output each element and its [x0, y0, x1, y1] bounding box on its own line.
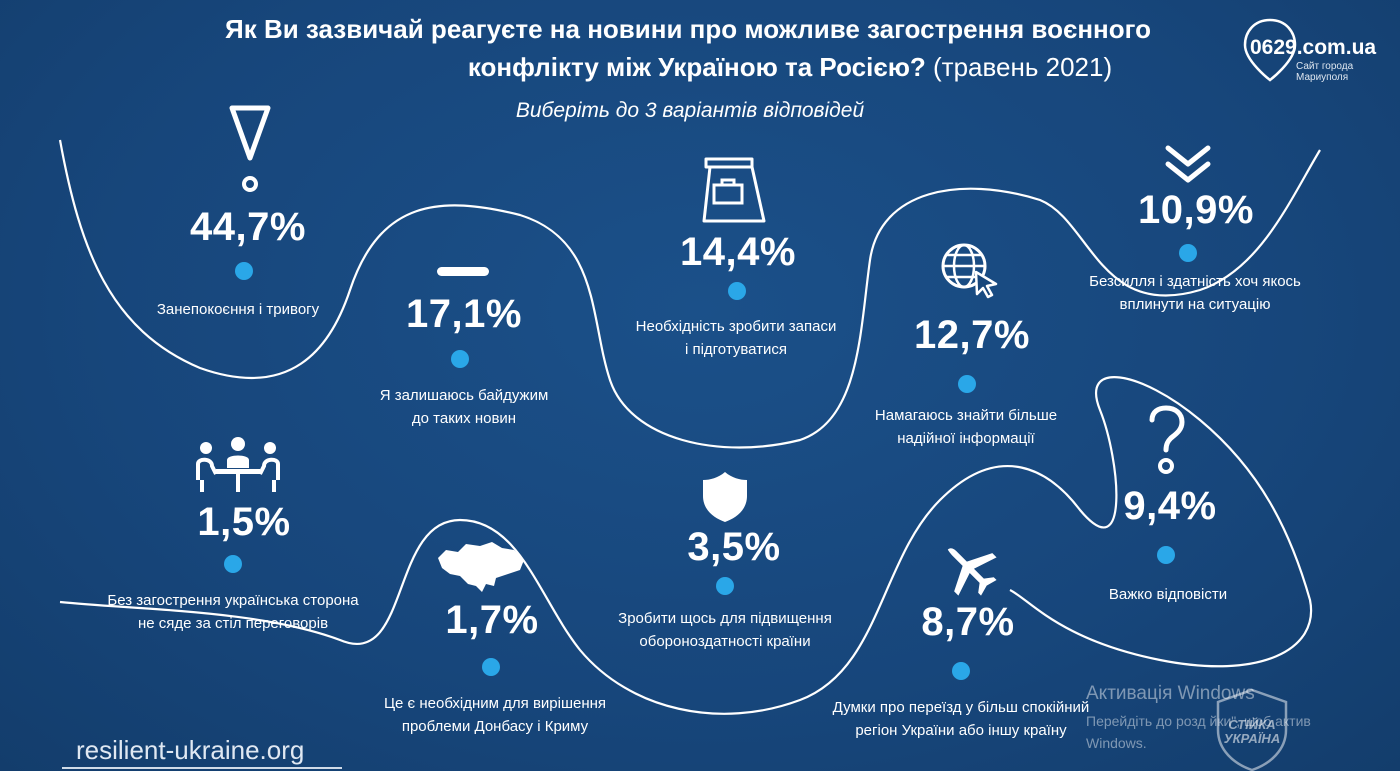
globe-cursor-icon	[940, 242, 1000, 300]
logo-location-pin-icon	[1243, 18, 1297, 82]
windows-activation-line-1: Перейдіть до розд йки", щоб актив	[1086, 713, 1311, 729]
item-8-label: Думки про переїзд у більш спокійний регі…	[816, 696, 1106, 742]
item-4-marker-dot	[1179, 244, 1197, 262]
item-1-marker-dot	[451, 350, 469, 368]
item-5-label-line-1: Без загострення українська сторона	[107, 592, 359, 609]
item-2-value: 14,4%	[680, 230, 796, 274]
item-4-label-line-1: Безсилля і здатність хоч якось	[1089, 273, 1301, 290]
item-4-label: Безсилля і здатність хоч якось вплинути …	[1050, 270, 1340, 316]
item-0-marker-dot	[235, 262, 253, 280]
chart-title-date: (травень 2021)	[925, 52, 1113, 82]
item-7-label: Зробити щось для підвищення обороноздатн…	[590, 607, 860, 653]
lower-wave-line	[59, 376, 1313, 715]
item-2-label-line-2: і підготуватися	[684, 341, 788, 358]
logo-subtitle-line-2: Мариуполя	[1296, 72, 1349, 83]
double-chevron-down-icon	[1164, 144, 1212, 186]
item-7-label-line-2: обороноздатності країни	[639, 633, 811, 650]
windows-activation-line-2: Windows.	[1086, 735, 1147, 751]
stamp-logo-text: СТІЙКА УКРАЇНА	[1223, 717, 1281, 746]
item-2-marker-dot	[728, 282, 746, 300]
item-9-marker-dot	[1157, 546, 1175, 564]
stiika-ukraina-stamp-logo: СТІЙКА УКРАЇНА	[1212, 686, 1292, 771]
chart-title-line-1: Як Ви зазвичай реагуєте на новини про мо…	[225, 14, 1151, 44]
chart-title-question-end: конфлікту між Україною та Росією?	[467, 52, 926, 82]
item-9-value: 9,4%	[1123, 484, 1217, 528]
source-url-underline	[62, 767, 342, 769]
item-9-label: Важко відповісти	[1108, 586, 1228, 603]
item-4-value: 10,9%	[1138, 188, 1254, 232]
airplane-icon	[938, 538, 1000, 598]
item-8-label-line-2: регіон України або іншу країну	[855, 722, 1067, 739]
item-8-value: 8,7%	[921, 600, 1015, 644]
item-1-value: 17,1%	[406, 292, 522, 336]
negotiation-table-icon	[194, 434, 282, 494]
item-2-label-line-1: Необхідність зробити запаси	[635, 318, 837, 335]
item-4-label-line-2: вплинути на ситуацію	[1119, 296, 1271, 313]
item-3-label: Намагаюсь знайти більше надійної інформа…	[836, 404, 1096, 450]
item-3-marker-dot	[958, 375, 976, 393]
item-1-label: Я залишаюсь байдужим до таких новин	[334, 384, 594, 430]
item-0-label: Занепокоєння і тривогу	[156, 301, 320, 318]
item-5-marker-dot	[224, 555, 242, 573]
item-8-marker-dot	[952, 662, 970, 680]
item-6-label-line-1: Це є необхідним для вирішення	[383, 695, 607, 712]
logo-text: 0629.com.ua	[1250, 36, 1377, 59]
item-6-marker-dot	[482, 658, 500, 676]
windows-activation-title: Активація Windows	[1086, 683, 1255, 704]
item-2-label: Необхідність зробити запаси і підготуват…	[596, 315, 876, 361]
item-7-label-line-1: Зробити щось для підвищення	[618, 610, 832, 627]
ukraine-map-icon	[436, 540, 526, 596]
chart-subtitle: Виберіть до 3 варіантів відповідей	[515, 99, 865, 122]
item-3-label-line-2: надійної інформації	[897, 430, 1035, 447]
item-5-label: Без загострення українська сторона не ся…	[88, 589, 378, 635]
item-7-value: 3,5%	[687, 525, 781, 569]
shield-icon	[700, 470, 750, 524]
minus-icon	[436, 266, 490, 278]
item-3-value: 12,7%	[914, 313, 1030, 357]
item-8-label-line-1: Думки про переїзд у більш спокійний	[832, 699, 1090, 716]
item-6-value: 1,7%	[445, 598, 539, 642]
upper-wave-line	[58, 139, 1321, 449]
question-mark-icon	[1144, 404, 1188, 476]
item-0-value: 44,7%	[190, 205, 306, 249]
item-3-label-line-1: Намагаюсь знайти більше	[874, 407, 1058, 424]
exclamation-icon	[228, 104, 272, 196]
logo-subtitle-line-1: Сайт города	[1296, 61, 1354, 72]
logo-subtitle: Сайт города Мариуполя	[1296, 61, 1353, 83]
item-7-marker-dot	[716, 577, 734, 595]
item-5-value: 1,5%	[197, 500, 291, 544]
item-1-label-line-2: до таких новин	[411, 410, 517, 427]
item-5-label-line-2: не сяде за стіл переговорів	[137, 615, 329, 632]
item-6-label: Це є необхідним для вирішення проблеми Д…	[360, 692, 630, 738]
windows-activation-message: Перейдіть до розд йки", щоб актив Window…	[1086, 710, 1400, 754]
chart-title-line-2: конфлікту між Україною та Росією? (траве…	[220, 52, 1360, 83]
source-url: resilient-ukraine.org	[76, 735, 305, 765]
item-6-label-line-2: проблеми Донбасу і Криму	[401, 718, 589, 735]
shopping-bag-icon	[700, 155, 768, 225]
item-1-label-line-1: Я залишаюсь байдужим	[379, 387, 549, 404]
